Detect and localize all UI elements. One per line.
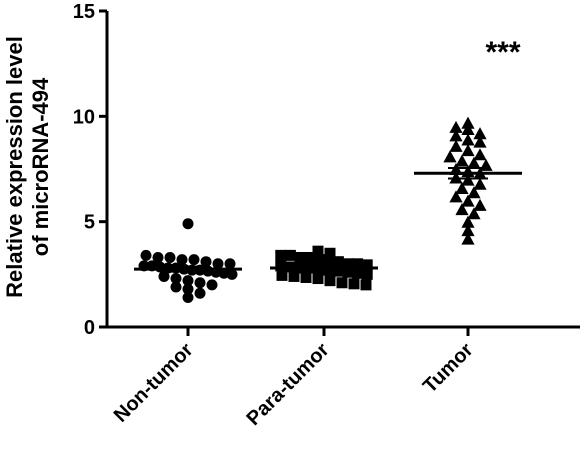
data-point — [284, 249, 296, 261]
data-point — [323, 256, 335, 268]
data-point — [275, 249, 287, 261]
data-point — [332, 265, 344, 277]
data-point — [449, 190, 463, 203]
data-point — [176, 254, 188, 266]
x-axis: Non-tumor Para-tumor Tumor — [107, 325, 580, 430]
x-tick-label: Tumor — [419, 339, 478, 398]
data-point — [170, 273, 182, 285]
data-point — [443, 150, 457, 163]
data-point — [182, 218, 194, 230]
data-point — [461, 116, 475, 129]
data-point — [352, 267, 364, 279]
data-point — [473, 135, 487, 148]
y-axis: 0 5 10 15 — [73, 1, 109, 339]
data-point — [473, 198, 487, 211]
data-point — [473, 148, 487, 161]
data-point — [158, 270, 170, 282]
data-point — [461, 232, 475, 245]
data-point — [449, 120, 463, 133]
data-point — [461, 173, 475, 186]
x-tick-label: Para-tumor — [243, 339, 334, 430]
data-point — [224, 258, 236, 270]
data-point — [360, 279, 372, 291]
data-point — [288, 270, 300, 282]
data-point — [276, 269, 288, 281]
data-point — [467, 186, 481, 199]
data-point — [461, 133, 475, 146]
data-point — [461, 215, 475, 228]
data-point — [324, 247, 336, 259]
data-point — [348, 278, 360, 290]
data-point — [455, 202, 469, 216]
data-point — [304, 251, 316, 263]
x-tick-label: Non-tumor — [110, 339, 198, 427]
data-point — [152, 251, 164, 263]
data-point — [473, 127, 487, 140]
data-point — [200, 256, 212, 268]
data-point — [312, 273, 324, 285]
data-point — [226, 268, 238, 280]
y-tick-label: 5 — [84, 212, 95, 234]
data-point — [449, 171, 463, 184]
mean-sem-bars — [134, 166, 522, 273]
data-point — [461, 194, 475, 207]
data-point — [188, 254, 200, 266]
data-point — [361, 259, 373, 271]
data-point — [182, 275, 194, 287]
y-tick-label: 15 — [73, 1, 95, 23]
data-point — [455, 154, 469, 167]
data-point — [182, 292, 194, 304]
data-point — [449, 139, 463, 152]
data-point — [336, 277, 348, 289]
data-point — [182, 283, 194, 295]
data-point — [461, 143, 475, 157]
data-point — [300, 271, 312, 283]
data-point — [332, 256, 344, 268]
data-point — [467, 156, 481, 169]
y-tick-label: 0 — [84, 317, 95, 339]
data-point — [473, 177, 487, 190]
y-tick-label: 10 — [73, 106, 95, 128]
data-point — [361, 268, 373, 280]
data-point — [342, 266, 354, 278]
data-point — [312, 245, 324, 257]
data-point — [313, 254, 325, 266]
data-point — [294, 251, 306, 263]
data-point — [352, 258, 364, 270]
y-axis-title-line-1: Relative expression level — [2, 36, 27, 298]
data-point — [324, 275, 336, 287]
data-point — [206, 279, 218, 291]
data-point — [140, 249, 152, 261]
significance-annotations: *** — [485, 36, 520, 69]
significance-marker: *** — [485, 36, 520, 69]
data-point — [212, 258, 224, 270]
data-point — [461, 122, 475, 136]
data-point — [342, 258, 354, 270]
data-point — [194, 287, 206, 299]
data-point — [194, 277, 206, 289]
y-axis-title: Relative expression level of microRNA-49… — [2, 36, 53, 298]
data-point — [467, 207, 481, 220]
data-point — [455, 181, 469, 195]
data-point — [164, 251, 176, 263]
data-point — [275, 260, 287, 272]
data-point — [449, 129, 463, 142]
data-point — [170, 281, 182, 293]
y-axis-title-line-2: of microRNA-494 — [28, 77, 53, 256]
data-point — [479, 158, 493, 171]
data-points — [138, 116, 493, 304]
data-point — [461, 224, 475, 237]
